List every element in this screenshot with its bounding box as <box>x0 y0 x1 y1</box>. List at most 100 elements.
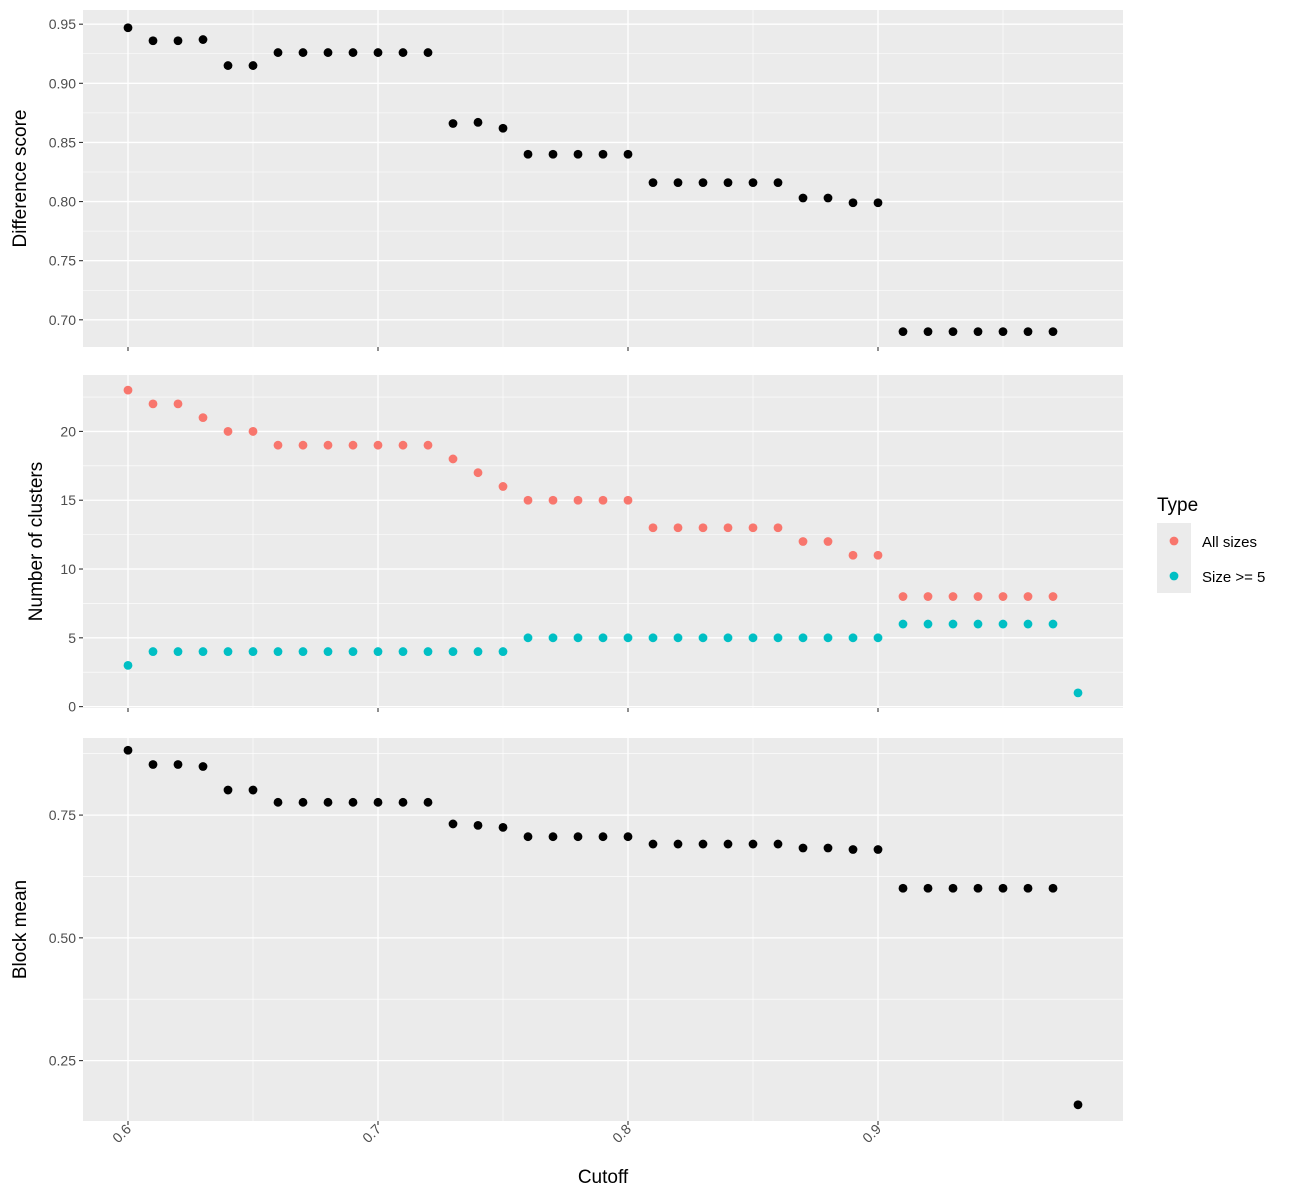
data-point <box>823 633 833 643</box>
data-point <box>298 797 308 807</box>
series-panel3-1 <box>123 745 1083 1110</box>
data-point <box>223 61 233 70</box>
data-point <box>273 48 283 57</box>
data-point <box>123 385 133 395</box>
data-point <box>273 797 283 807</box>
panel-background <box>83 738 1123 1121</box>
y-tick-label: 0.50 <box>49 930 76 946</box>
data-point <box>1023 883 1033 893</box>
data-point <box>448 119 458 128</box>
data-point <box>123 745 133 755</box>
data-point <box>973 327 983 337</box>
data-point <box>848 198 858 208</box>
y-axis-title-number-of-clusters: Number of clusters <box>26 462 47 621</box>
data-point <box>223 427 233 436</box>
data-point <box>673 839 683 849</box>
y-tick-label: 0.90 <box>49 75 76 91</box>
data-point <box>873 198 883 208</box>
x-tick-label: 0.8 <box>609 1121 634 1146</box>
data-point <box>673 633 683 643</box>
y-tick-label: 0.25 <box>49 1053 76 1069</box>
panel-difference-score: 0.70 0.75 0.80 0.85 0.90 0.95 Difference score <box>10 10 1123 351</box>
data-point <box>548 633 558 643</box>
data-point <box>198 762 208 771</box>
data-point <box>448 819 458 829</box>
data-point <box>373 797 383 807</box>
data-point <box>248 427 258 436</box>
data-point <box>1023 592 1033 601</box>
data-point <box>698 178 708 188</box>
data-point <box>923 883 933 893</box>
data-point <box>448 454 458 464</box>
data-point <box>373 647 383 656</box>
data-point <box>748 633 758 643</box>
data-point <box>998 619 1008 629</box>
data-point <box>573 633 583 643</box>
data-point <box>998 592 1008 601</box>
data-point <box>573 495 583 505</box>
data-point <box>773 633 783 643</box>
data-point <box>973 883 983 893</box>
data-point <box>648 178 658 188</box>
data-point <box>148 36 158 46</box>
y-tick-label: 10 <box>60 561 76 577</box>
panel-block-mean: 0.25 0.50 0.75 Block mean <box>10 738 1123 1125</box>
data-point <box>773 839 783 849</box>
y-tick-label: 20 <box>60 423 76 439</box>
data-point <box>473 821 483 830</box>
data-point <box>873 550 883 560</box>
series-size-5 <box>123 619 1083 698</box>
legend-key-background <box>1157 523 1191 593</box>
data-point <box>173 760 183 769</box>
data-point <box>598 149 608 159</box>
data-point <box>423 440 433 450</box>
data-point <box>573 832 583 842</box>
data-point <box>598 633 608 643</box>
data-point <box>823 537 833 546</box>
data-point <box>748 178 758 188</box>
data-point <box>973 619 983 629</box>
data-point <box>398 48 408 57</box>
legend-key-size-5 <box>1169 571 1179 581</box>
x-tick-label: 0.7 <box>359 1121 384 1146</box>
data-point <box>748 523 758 533</box>
data-point <box>348 647 358 656</box>
legend-label-size-5: Size >= 5 <box>1202 569 1265 586</box>
data-point <box>473 117 483 127</box>
data-point <box>323 647 333 656</box>
data-point <box>248 61 258 70</box>
data-point <box>273 440 283 450</box>
data-point <box>548 832 558 842</box>
panels: 0.70 0.75 0.80 0.85 0.90 0.95 Difference score… <box>10 10 1123 1125</box>
y-tick-label: 0.75 <box>49 807 76 823</box>
y-tick-label: 0 <box>68 699 76 715</box>
data-point <box>723 839 733 849</box>
data-point <box>698 839 708 849</box>
data-point <box>898 327 908 337</box>
data-point <box>648 633 658 643</box>
data-point <box>148 399 158 409</box>
data-point <box>573 149 583 159</box>
data-point <box>423 48 433 57</box>
panel-background <box>83 10 1123 347</box>
data-point <box>798 193 808 203</box>
data-point <box>673 178 683 188</box>
data-point <box>523 495 533 505</box>
data-point <box>198 413 208 423</box>
y-tick-label: 0.75 <box>49 253 76 269</box>
data-point <box>623 633 633 643</box>
data-point <box>498 822 508 832</box>
data-point <box>648 523 658 533</box>
data-point <box>223 785 233 795</box>
data-point <box>273 647 283 656</box>
data-point <box>848 633 858 643</box>
data-point <box>173 399 183 409</box>
data-point <box>798 633 808 643</box>
x-axis: 0.6 0.7 0.8 0.9 <box>109 1121 884 1146</box>
data-point <box>148 760 158 769</box>
data-point <box>1048 619 1058 629</box>
series-all-sizes <box>123 385 1058 601</box>
data-point <box>773 523 783 533</box>
data-point <box>148 647 158 656</box>
data-point <box>1048 592 1058 601</box>
